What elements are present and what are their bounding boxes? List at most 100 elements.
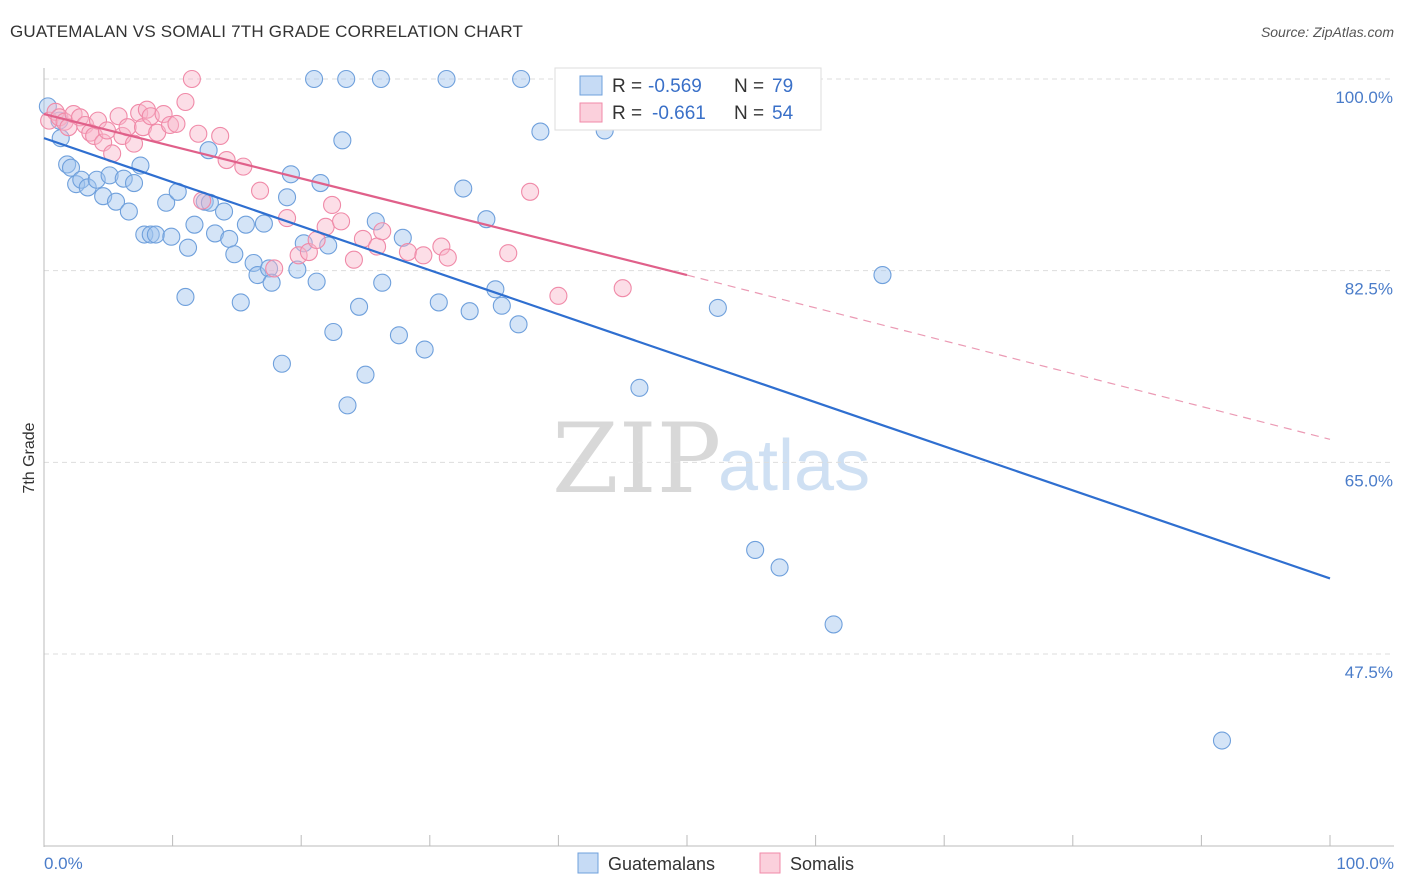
guatemalan-point-20 — [162, 227, 181, 246]
somali-point-24 — [160, 115, 180, 135]
legend-n-label-0: N = — [734, 76, 764, 97]
guatemalan-point-6 — [72, 170, 91, 189]
guatemalan-point-57 — [429, 293, 448, 312]
guatemalan-point-68 — [746, 540, 765, 560]
x-tick-label-1: 100.0% — [1336, 854, 1394, 873]
bottom-legend-label-somalis: Somalis — [790, 854, 854, 874]
guatemalan-point-58 — [454, 179, 473, 198]
guatemalan-point-23 — [178, 238, 198, 257]
y-tick-label-1: 82.5% — [1345, 280, 1393, 299]
guatemalan-point-55 — [393, 228, 412, 247]
guatemalan-trend-line — [43, 137, 1331, 580]
x-tick-label-0: 0.0% — [44, 854, 83, 873]
guatemalan-point-70 — [824, 615, 843, 634]
chart-title: GUATEMALAN VS SOMALI 7TH GRADE CORRELATI… — [10, 22, 524, 41]
guatemalan-point-76 — [437, 69, 456, 89]
y-tick-label-0: 100.0% — [1335, 88, 1393, 107]
trend-lines — [43, 112, 1331, 580]
watermark-atlas: atlas — [718, 426, 870, 506]
somali-point-50 — [499, 244, 518, 263]
guatemalan-point-32 — [231, 293, 250, 312]
watermark-zip: ZIP — [552, 403, 721, 515]
guatemalan-point-22 — [176, 287, 195, 307]
somali-point-51 — [521, 182, 540, 201]
guatemalan-point-33 — [236, 215, 255, 234]
guatemalan-point-42 — [288, 260, 307, 279]
legend-swatch-guatemalans — [579, 75, 603, 96]
somali-trend-extension — [686, 274, 1331, 440]
guatemalan-point-24 — [185, 215, 204, 234]
guatemalan-point-46 — [319, 236, 338, 255]
guatemalan-point-66 — [630, 378, 649, 397]
data-points — [38, 69, 1232, 750]
guatemalan-point-17 — [141, 225, 160, 244]
guatemalan-point-73 — [305, 69, 324, 89]
guatemalan-point-52 — [366, 212, 385, 231]
y-tick-label-2: 65.0% — [1345, 471, 1393, 490]
guatemalan-point-31 — [225, 245, 244, 264]
guatemalan-point-64 — [531, 122, 550, 141]
guatemalan-point-59 — [460, 302, 479, 321]
somali-point-36 — [289, 246, 308, 265]
somali-trend-line — [43, 112, 688, 277]
series-legend: Guatemalans Somalis — [577, 852, 854, 874]
somali-point-49 — [438, 248, 457, 267]
legend-n-value-1: 54 — [772, 103, 794, 124]
y-tick-label-3: 47.5% — [1345, 663, 1393, 682]
source-credit: Source: ZipAtlas.com — [1260, 24, 1394, 40]
guatemalan-point-40 — [278, 188, 297, 207]
legend-n-label-1: N = — [734, 103, 764, 124]
guatemalan-point-13 — [119, 202, 138, 221]
guatemalan-point-77 — [512, 69, 531, 89]
somali-point-47 — [414, 246, 433, 265]
guatemalan-point-30 — [220, 229, 239, 248]
guatemalan-point-35 — [248, 265, 267, 285]
somali-point-48 — [432, 237, 451, 256]
somali-point-53 — [613, 279, 632, 298]
guatemalan-point-36 — [254, 214, 273, 233]
somali-point-32 — [234, 157, 253, 176]
somali-point-45 — [373, 222, 392, 241]
somali-point-42 — [344, 250, 363, 269]
guatemalan-point-44 — [307, 272, 326, 291]
guatemalan-point-18 — [146, 225, 165, 244]
somali-point-40 — [323, 195, 342, 215]
legend-r-value-0: -0.569 — [648, 76, 702, 97]
legend-r-value-1: -0.661 — [652, 103, 706, 124]
somali-point-52 — [549, 286, 568, 305]
guatemalan-point-19 — [157, 193, 176, 212]
y-axis-label: 7th Grade — [21, 422, 38, 493]
guatemalan-point-48 — [333, 131, 352, 150]
legend-n-value-0: 79 — [772, 76, 793, 97]
y-tick-labels: 100.0% 82.5% 65.0% 47.5% — [1335, 88, 1393, 682]
somali-point-10 — [88, 111, 108, 130]
guatemalan-point-53 — [373, 273, 392, 292]
guatemalan-point-28 — [205, 224, 225, 243]
guatemalan-point-49 — [338, 396, 357, 415]
guatemalan-point-62 — [492, 296, 511, 315]
somali-point-30 — [211, 126, 230, 146]
somali-point-23 — [154, 104, 173, 124]
somali-point-25 — [167, 114, 186, 133]
guatemalan-point-11 — [106, 192, 126, 211]
somali-point-26 — [176, 92, 195, 112]
legend-r-label-1: R = — [612, 103, 642, 124]
x-axis-ticks — [43, 835, 1331, 846]
guatemalan-point-67 — [708, 298, 727, 317]
somali-point-27 — [182, 69, 201, 89]
bottom-legend-label-guatemalans: Guatemalans — [608, 854, 715, 874]
guatemalan-point-38 — [262, 273, 281, 292]
guatemalan-point-12 — [114, 169, 133, 188]
guatemalan-point-4 — [61, 158, 81, 177]
somali-point-34 — [265, 259, 284, 278]
guatemalan-point-29 — [214, 202, 234, 221]
guatemalan-point-74 — [337, 69, 356, 89]
guatemalan-point-39 — [272, 354, 291, 373]
legend-swatch-somalis — [579, 102, 603, 123]
somali-point-28 — [189, 124, 208, 143]
guatemalan-point-56 — [415, 340, 434, 359]
guatemalan-point-63 — [509, 315, 528, 334]
guatemalan-point-47 — [324, 322, 343, 342]
legend-r-label-0: R = — [612, 76, 642, 97]
